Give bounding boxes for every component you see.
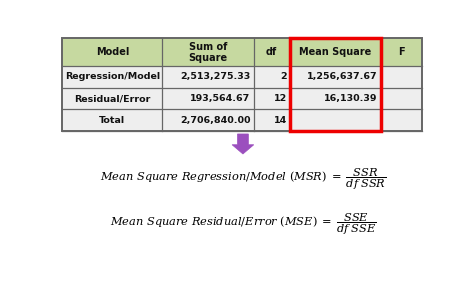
- Text: Total: Total: [100, 116, 126, 124]
- Text: Mean Square: Mean Square: [300, 47, 372, 57]
- Text: 14: 14: [273, 116, 287, 124]
- Text: Sum of
Square: Sum of Square: [189, 42, 228, 63]
- Text: 1,256,637.67: 1,256,637.67: [307, 73, 378, 81]
- Bar: [63, 38, 422, 66]
- Text: 2: 2: [280, 73, 287, 81]
- Text: 2,706,840.00: 2,706,840.00: [180, 116, 250, 124]
- Polygon shape: [232, 134, 254, 154]
- Text: Residual/Error: Residual/Error: [74, 94, 151, 103]
- Text: Model: Model: [96, 47, 129, 57]
- Text: 2,513,275.33: 2,513,275.33: [180, 73, 250, 81]
- Text: 193,564.67: 193,564.67: [190, 94, 250, 103]
- Text: Regression/Model: Regression/Model: [65, 73, 160, 81]
- Bar: [63, 38, 422, 131]
- Text: F: F: [398, 47, 405, 57]
- Text: 12: 12: [273, 94, 287, 103]
- Bar: [63, 88, 422, 109]
- Bar: [63, 66, 422, 88]
- Text: 16,130.39: 16,130.39: [324, 94, 378, 103]
- Bar: [290, 38, 381, 131]
- Text: df: df: [266, 47, 277, 57]
- Bar: [63, 109, 422, 131]
- Text: $\mathit{Mean\ Square\ Regression/Model\ (MSR)}$$\;=\;\dfrac{\mathit{SSR}}{\math: $\mathit{Mean\ Square\ Regression/Model\…: [100, 166, 386, 192]
- Text: $\mathit{Mean\ Square\ Residual/Error\ (MSE)}$$\;=\;\dfrac{\mathit{SSE}}{\mathit: $\mathit{Mean\ Square\ Residual/Error\ (…: [109, 211, 376, 237]
